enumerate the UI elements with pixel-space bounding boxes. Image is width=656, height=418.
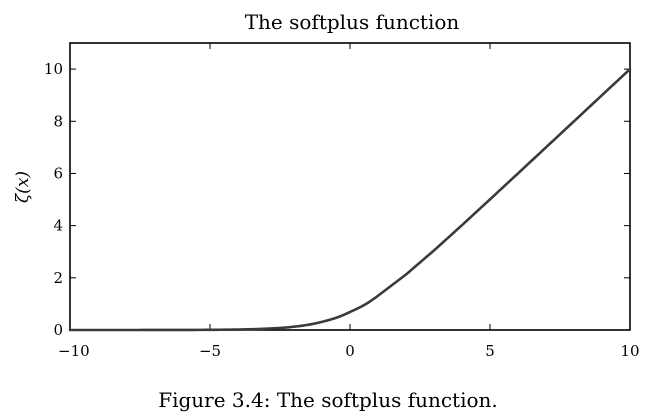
x-tick-label: −5 xyxy=(199,342,221,360)
y-tick-label: 8 xyxy=(53,112,63,130)
y-tick-label: 0 xyxy=(53,321,63,339)
y-tick-label: 10 xyxy=(44,60,63,78)
y-tick-label: 2 xyxy=(53,269,63,287)
x-tick-label: −10 xyxy=(58,342,90,360)
x-tick-label: 5 xyxy=(485,342,495,360)
y-tick-label: 4 xyxy=(53,217,63,235)
y-tick-label: 6 xyxy=(53,164,63,182)
chart-title: The softplus function xyxy=(245,10,460,34)
plot-frame xyxy=(70,43,630,330)
x-tick-label: 10 xyxy=(620,342,639,360)
figure-caption: Figure 3.4: The softplus function. xyxy=(0,388,656,412)
x-tick-label: 0 xyxy=(345,342,355,360)
series-line-softplus xyxy=(70,69,630,330)
axis-ticks: −10 −5 0 5 10 0 2 4 6 8 10 xyxy=(44,43,640,360)
y-axis-label: ζ(x) xyxy=(13,171,33,203)
